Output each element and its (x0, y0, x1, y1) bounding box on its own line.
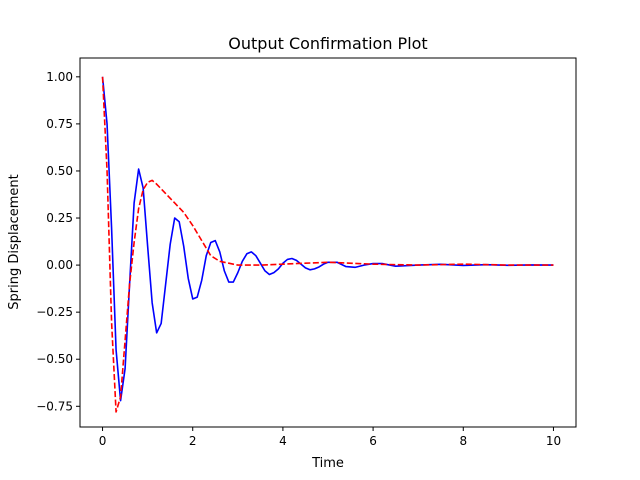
y-axis: −0.75 −0.50 −0.25 0.00 0.25 0.50 0.75 1.00 (36, 70, 80, 413)
y-tick-label: −0.50 (36, 352, 73, 366)
y-tick-label: 0.75 (46, 117, 73, 131)
x-tick-label: 6 (369, 434, 377, 448)
x-tick-label: 0 (99, 434, 107, 448)
y-tick-label: 0.50 (46, 164, 73, 178)
chart-title: Output Confirmation Plot (228, 34, 427, 53)
y-tick-label: 0.00 (46, 258, 73, 272)
x-axis: 0 2 4 6 8 10 (99, 427, 561, 448)
x-tick-label: 8 (459, 434, 467, 448)
plot-layer (101, 76, 554, 413)
plot-frame (79, 57, 577, 428)
series-line-1 (101, 76, 554, 402)
x-axis-label: Time (311, 456, 344, 471)
y-tick-label: 0.25 (46, 211, 73, 225)
y-tick-label: 1.00 (46, 70, 73, 84)
x-tick-label: 4 (279, 434, 287, 448)
x-tick-label: 2 (189, 434, 197, 448)
x-tick-label: 10 (546, 434, 561, 448)
y-tick-label: −0.75 (36, 399, 73, 413)
y-tick-label: −0.25 (36, 305, 73, 319)
y-axis-label: Spring Displacement (7, 174, 22, 309)
